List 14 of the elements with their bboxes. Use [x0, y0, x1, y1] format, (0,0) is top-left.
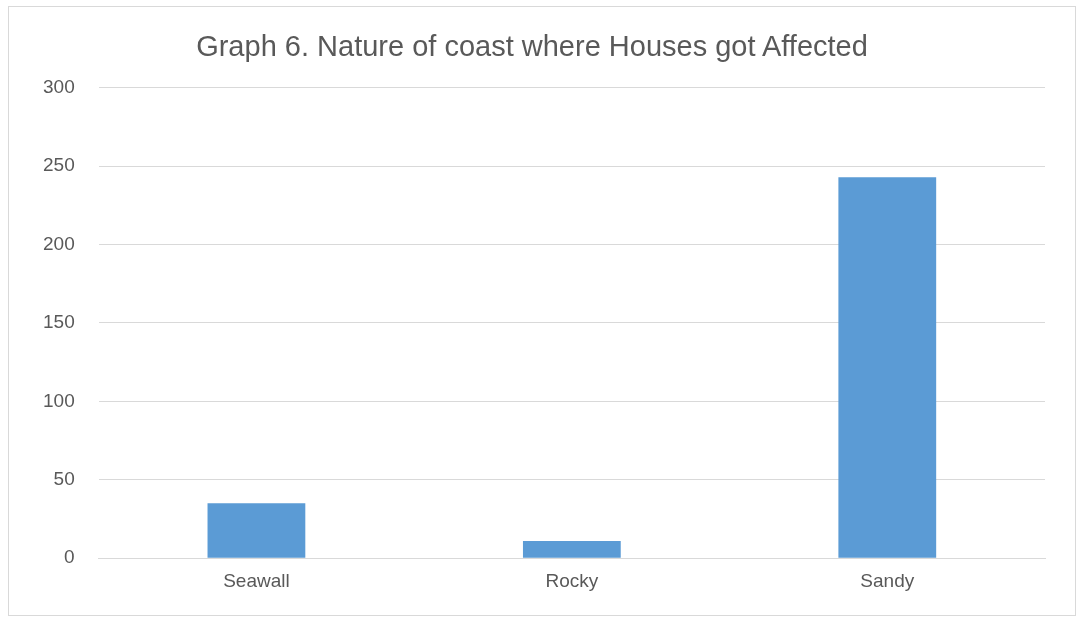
bar — [522, 540, 621, 558]
y-tick-label: 300 — [43, 76, 75, 98]
y-tick-label: 250 — [43, 154, 75, 176]
y-tick-label: 50 — [53, 468, 75, 490]
y-tick-label: 100 — [43, 389, 75, 411]
x-tick-label: Sandy — [860, 569, 915, 591]
bar — [838, 177, 937, 558]
y-tick-label: 200 — [43, 232, 75, 254]
y-tick-label: 150 — [43, 311, 75, 333]
chart-title: Graph 6. Nature of coast where Houses got Affected — [196, 30, 868, 63]
x-tick-label: Seawall — [223, 569, 290, 591]
x-tick-label: Rocky — [545, 569, 599, 591]
bar — [207, 503, 306, 558]
y-tick-label: 0 — [64, 546, 75, 568]
